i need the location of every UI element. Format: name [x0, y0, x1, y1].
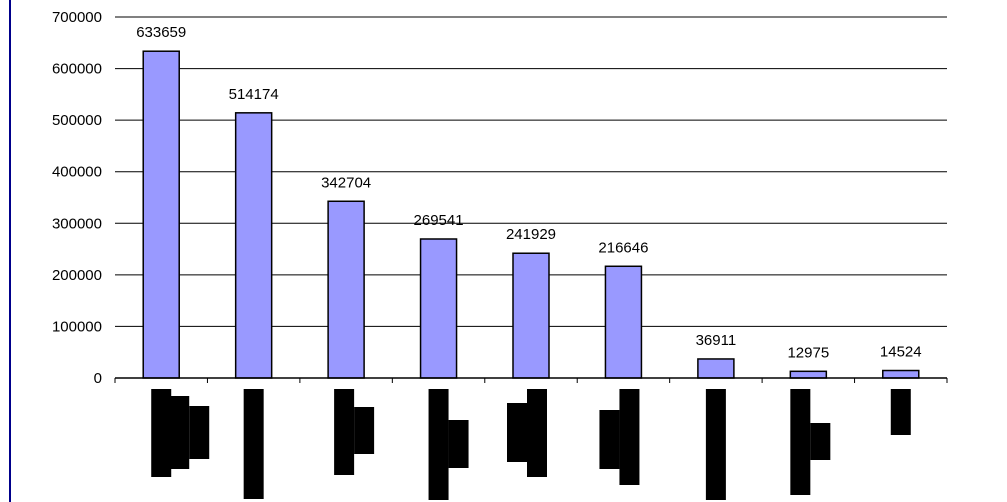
redacted-category-labels: [151, 389, 911, 500]
data-label: 342704: [321, 174, 371, 191]
bar: [512, 252, 550, 379]
data-label: 14524: [880, 344, 922, 361]
data-label: 514174: [229, 86, 279, 103]
bar: [327, 200, 365, 379]
y-tick-label: 400000: [52, 164, 102, 181]
redacted-label-block: [790, 389, 811, 495]
redacted-label-block: [448, 420, 469, 468]
bar: [882, 369, 920, 379]
data-label: 36911: [696, 332, 737, 349]
redacted-label-block: [169, 396, 190, 469]
y-tick-label: 100000: [52, 318, 102, 335]
x-axis: [114, 377, 948, 383]
data-label: 241929: [506, 226, 556, 243]
data-labels: 633659 514174 342704 269541 241929 216646 3691…: [136, 24, 921, 361]
bar: [604, 265, 643, 379]
y-tick-label: 600000: [52, 61, 102, 78]
bar: [697, 358, 735, 379]
redacted-label-block: [810, 423, 831, 460]
redacted-label-block: [599, 410, 620, 469]
redacted-label-block: [243, 389, 264, 499]
bars: [142, 50, 920, 379]
redacted-label-block: [334, 389, 355, 475]
bar: [142, 50, 180, 379]
redacted-label-block: [428, 389, 449, 500]
data-label: 633659: [136, 24, 186, 41]
bar: [789, 370, 828, 379]
y-tick-label: 300000: [52, 215, 102, 232]
redacted-label-block: [151, 389, 172, 477]
redacted-label-block: [705, 389, 726, 500]
bar: [419, 238, 458, 379]
y-axis-tick-labels: 0 100000 200000 300000 400000 500000 600000 700…: [52, 9, 102, 387]
redacted-label-block: [507, 403, 527, 462]
y-tick-label: 200000: [52, 267, 102, 284]
data-label: 12975: [787, 344, 829, 361]
redacted-label-block: [619, 389, 640, 485]
y-tick-label: 0: [94, 370, 102, 387]
data-label: 269541: [414, 212, 464, 229]
data-label: 216646: [598, 239, 648, 256]
bar: [234, 112, 273, 379]
y-tick-label: 700000: [52, 9, 102, 26]
redacted-label-block: [890, 389, 911, 435]
y-tick-label: 500000: [52, 112, 102, 129]
redacted-label-block: [527, 389, 547, 477]
redacted-label-block: [354, 407, 375, 454]
redacted-label-block: [189, 406, 210, 459]
